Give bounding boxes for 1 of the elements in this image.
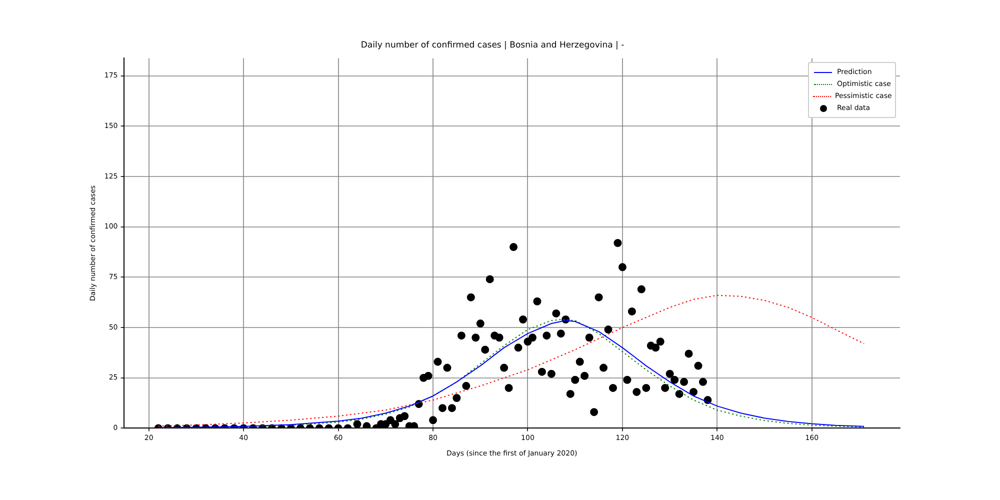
chart-title: Daily number of confirmed cases | Bosnia and Herzegovina | -	[360, 40, 624, 50]
